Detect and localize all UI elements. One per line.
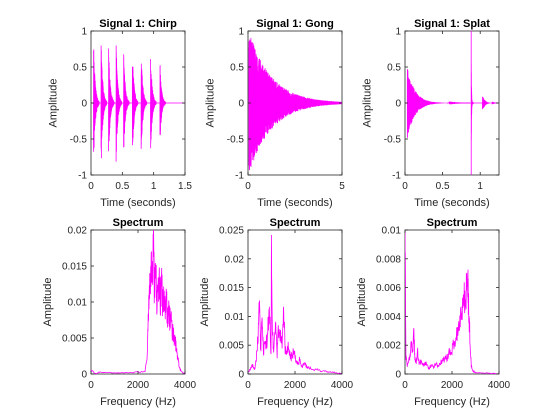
y-tick-label: 0.008 — [376, 254, 401, 265]
y-tick-label: -1 — [392, 171, 401, 182]
x-tick-label: 1 — [477, 181, 483, 192]
x-tick-label: 0 — [245, 181, 251, 192]
subplot-3: 0 0.5 1 -1 -0.5 0 0.5 1 Signal 1: Splat Time (sec… — [362, 18, 499, 209]
x-tick-label: 2000 — [127, 380, 150, 391]
subplot-2: 0 5 -1 -0.5 0 0.5 1 Signal 1: Gong Time (seconds… — [205, 18, 346, 209]
y-axis-label: Amplitude — [48, 79, 60, 128]
subplot-title: Spectrum — [113, 217, 164, 229]
y-tick-label: 0.004 — [376, 312, 401, 323]
x-axis-label: Frequency (Hz) — [414, 396, 490, 408]
y-tick-label: 0 — [238, 99, 244, 110]
x-tick-label: 2000 — [284, 380, 307, 391]
y-tick-label: 0.02 — [68, 226, 88, 237]
subplot-4: 0 2000 4000 0 0.005 0.01 0.015 0.02 Spectrum Freq… — [42, 217, 197, 408]
y-tick-label: -1 — [78, 171, 87, 182]
y-tick-label: 0 — [238, 370, 244, 381]
x-axis-label: Time (seconds) — [414, 197, 489, 209]
y-axis-label: Amplitude — [42, 278, 54, 327]
x-axis-label: Frequency (Hz) — [100, 396, 176, 408]
y-tick-label: 0.5 — [73, 63, 87, 74]
y-tick-label: 0.005 — [219, 341, 244, 352]
y-tick-label: 0.002 — [376, 341, 401, 352]
x-tick-label: 0 — [402, 380, 408, 391]
x-tick-label: 0 — [88, 380, 94, 391]
x-tick-label: 2000 — [441, 380, 464, 391]
subplot-title: Signal 1: Gong — [256, 18, 334, 30]
subplot-6: 0 2000 4000 0 0.002 0.004 0.006 0.008 0.01 Spectr… — [356, 209, 511, 408]
subplot-title: Spectrum — [270, 217, 321, 229]
y-tick-label: 0.005 — [62, 334, 87, 345]
x-tick-label: 4000 — [331, 380, 354, 391]
y-tick-label: -0.5 — [384, 135, 402, 146]
y-tick-label: 0 — [395, 99, 401, 110]
y-tick-label: 0.015 — [62, 262, 87, 273]
y-tick-label: 1 — [81, 27, 87, 38]
y-tick-label: 0 — [81, 370, 87, 381]
x-tick-label: 0.5 — [436, 181, 450, 192]
x-tick-label: 5 — [339, 181, 345, 192]
x-tick-label: 0 — [245, 380, 251, 391]
y-axis-label: Amplitude — [362, 79, 374, 128]
x-tick-label: 0 — [88, 181, 94, 192]
x-axis-label: Time (seconds) — [257, 197, 332, 209]
y-tick-label: 0.5 — [230, 63, 244, 74]
x-tick-label: 1.5 — [178, 181, 192, 192]
y-tick-label: 1 — [238, 27, 244, 38]
y-tick-label: 0 — [395, 370, 401, 381]
x-tick-label: 0.5 — [115, 181, 129, 192]
y-axis-label: Amplitude — [199, 278, 211, 327]
x-tick-label: 4000 — [488, 380, 511, 391]
y-tick-label: 0.015 — [219, 283, 244, 294]
axes-box — [91, 230, 185, 374]
x-tick-label: 0 — [402, 181, 408, 192]
y-tick-label: 0 — [81, 99, 87, 110]
y-axis-label: Amplitude — [356, 278, 368, 327]
y-tick-label: 0.01 — [68, 298, 88, 309]
y-tick-label: 0.5 — [387, 63, 401, 74]
x-axis-label: Time (seconds) — [100, 197, 175, 209]
x-tick-label: 1 — [151, 181, 157, 192]
y-tick-label: 0.02 — [225, 254, 245, 265]
subplot-5: 0 2000 4000 0 0.005 0.01 0.015 0.02 0.025 Spectru… — [199, 217, 354, 408]
subplot-1: 0 0.5 1 1.5 -1 -0.5 0 0.5 1 Signal 1: Chirp Time (… — [48, 18, 193, 209]
y-axis-label: Amplitude — [205, 79, 217, 128]
x-axis-label: Frequency (Hz) — [257, 396, 333, 408]
y-tick-label: 0.01 — [225, 312, 245, 323]
y-tick-label: 1 — [395, 27, 401, 38]
y-tick-label: -0.5 — [227, 135, 245, 146]
subplot-title: Spectrum — [427, 217, 478, 229]
subplot-title: Signal 1: Splat — [414, 18, 490, 30]
y-tick-label: -1 — [235, 171, 244, 182]
subplot-title: Signal 1: Chirp — [99, 18, 177, 30]
x-tick-label: 4000 — [174, 380, 197, 391]
y-tick-label: 0.01 — [382, 226, 402, 237]
y-tick-label: 0.025 — [219, 226, 244, 237]
y-tick-label: 0.006 — [376, 283, 401, 294]
y-tick-label: -0.5 — [70, 135, 88, 146]
